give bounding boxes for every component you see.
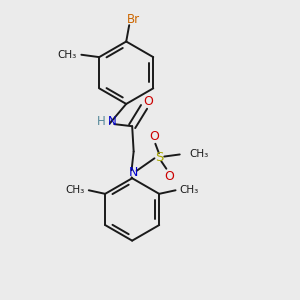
Text: N: N [108, 115, 117, 128]
Text: CH₃: CH₃ [179, 185, 199, 195]
Text: CH₃: CH₃ [66, 185, 85, 195]
Text: CH₃: CH₃ [58, 50, 77, 60]
Text: O: O [143, 95, 153, 108]
Text: O: O [149, 130, 159, 142]
Text: N: N [129, 166, 138, 179]
Text: Br: Br [127, 13, 140, 26]
Text: S: S [156, 151, 164, 164]
Text: H: H [97, 115, 106, 128]
Text: CH₃: CH₃ [190, 149, 209, 160]
Text: O: O [164, 170, 174, 183]
